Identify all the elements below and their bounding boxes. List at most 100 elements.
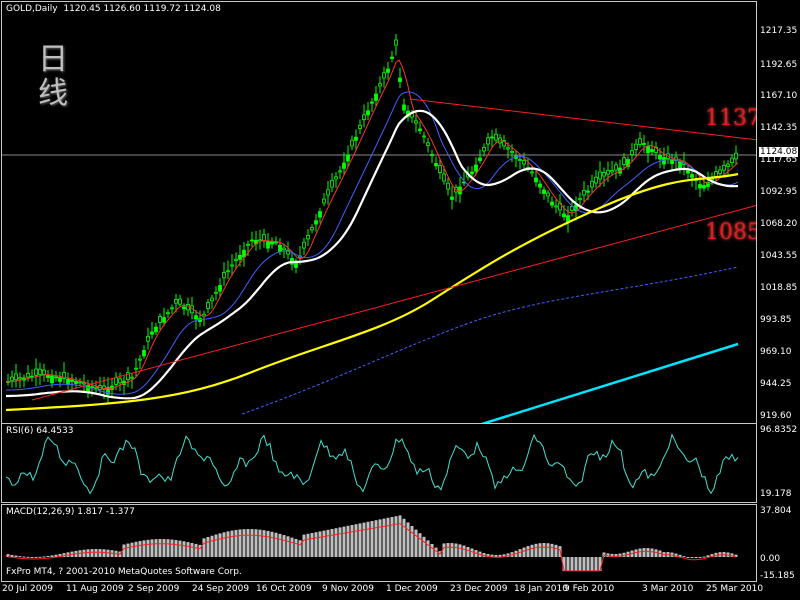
candle-body [86,384,90,393]
candle-body [638,138,642,145]
price-axis-tick: 1142.35 [760,123,798,133]
macd-histogram-bar [682,556,686,558]
macd-histogram-bar [590,557,594,571]
candle-body [646,146,650,154]
macd-histogram-bar [246,529,250,557]
macd-histogram-bar [734,554,738,557]
resistance-trendline [409,98,756,141]
ma-slow-line [5,172,739,412]
candle-body [634,143,638,150]
candle-body [554,205,558,208]
macd-histogram-bar [182,541,186,557]
price-axis-tick: 1018.85 [760,283,798,293]
time-axis-label: 18 Jan 2010 [514,584,568,594]
candle-body [726,163,730,167]
candle-body [326,189,330,196]
time-axis-label: 23 Dec 2009 [450,584,508,594]
macd-histogram-bar [302,534,306,557]
candle-body [734,152,738,160]
macd-histogram-bar [490,554,494,557]
macd-pane[interactable]: MACD(12,26,9) 1.817 -1.377 FxPro MT4, ? … [1,504,757,582]
candle-body [306,235,310,240]
rsi-pane[interactable]: RSI(6) 64.4533 [1,423,757,503]
candle-body [722,165,726,171]
price-axis-tick: 944.25 [760,379,792,389]
macd-histogram-bar [446,543,450,557]
support-trendline [31,205,756,401]
candle-body [518,159,522,161]
candle-body [162,317,166,323]
candle-body [170,307,174,310]
candle-body [550,201,554,206]
macd-histogram-bar [106,549,110,557]
macd-histogram-bar [166,539,170,557]
macd-histogram-bar [550,543,554,557]
macd-histogram-bar [418,533,422,557]
macd-histogram-bar [482,552,486,557]
candle-body [322,198,326,204]
price-axis-tick: 1068.20 [760,219,798,229]
macd-histogram-bar [306,533,310,557]
macd-histogram-bar [454,543,458,557]
candle-body [530,171,534,174]
chart-header: GOLD,Daily 1120.45 1126.60 1119.72 1124.… [6,4,221,14]
candle-body [474,164,478,172]
macd-histogram-bar [226,531,230,557]
macd-histogram-bar [186,542,190,557]
macd-histogram-bar [142,540,146,557]
macd-histogram-bar [638,548,642,557]
candle-body [114,377,118,385]
macd-histogram-bar [486,553,490,557]
macd-signal-line [7,523,737,572]
macd-histogram-bar [42,556,46,558]
macd-histogram-bar [586,557,590,571]
macd-histogram-bar [538,543,542,557]
candle-body [434,163,438,167]
macd-histogram-bar [138,541,142,557]
macd-histogram-bar [294,538,298,557]
candle-body [266,240,270,249]
candle-body [578,198,582,201]
macd-histogram-bar [430,544,434,557]
macd-histogram-bar [674,553,678,557]
candle-body [94,386,98,389]
candle-body [450,196,454,200]
candle-body [234,258,238,261]
candle-body [90,386,94,389]
macd-histogram-bar [686,557,690,558]
macd-histogram-bar [158,539,162,557]
copyright-text: FxPro MT4, ? 2001-2010 MetaQuotes Softwa… [6,567,242,577]
candle-body [510,151,514,153]
candle-body [438,165,442,173]
price-axis: 1217.35 1192.65 1167.10 1142.35 1117.65 1092.… [760,0,800,423]
price-axis-tick: 919.60 [760,411,792,421]
candle-body [338,170,342,173]
candle-body [278,244,282,253]
macd-histogram-bar [234,529,238,557]
macd-histogram-bar [710,553,714,557]
macd-histogram-bar [442,543,446,557]
macd-histogram-bar [318,531,322,557]
macd-histogram-bar [370,521,374,557]
macd-histogram-bar [82,549,86,557]
candle-body [126,372,130,380]
candle-body [482,147,486,152]
macd-histogram-bar [582,557,586,571]
candle-body [230,264,234,267]
candle-body [150,331,154,335]
candle-body [46,374,50,379]
candle-body [382,72,386,79]
time-axis: 20 Jul 2009 11 Aug 2009 2 Sep 2009 24 Sep 2… [0,584,800,600]
time-axis-label: 16 Oct 2009 [256,584,312,594]
macd-histogram-bar [498,554,502,557]
candle-body [246,243,250,246]
macd-axis-bottom: -15.185 [760,571,795,581]
macd-histogram-bar [250,529,254,557]
macd-histogram-bar [278,533,282,557]
macd-histogram-bar [494,554,498,557]
price-chart-pane[interactable]: GOLD,Daily 1120.45 1126.60 1119.72 1124.… [1,1,757,424]
candle-body [506,147,510,150]
time-axis-label: 9 Nov 2009 [322,584,374,594]
candle-body [342,162,346,169]
